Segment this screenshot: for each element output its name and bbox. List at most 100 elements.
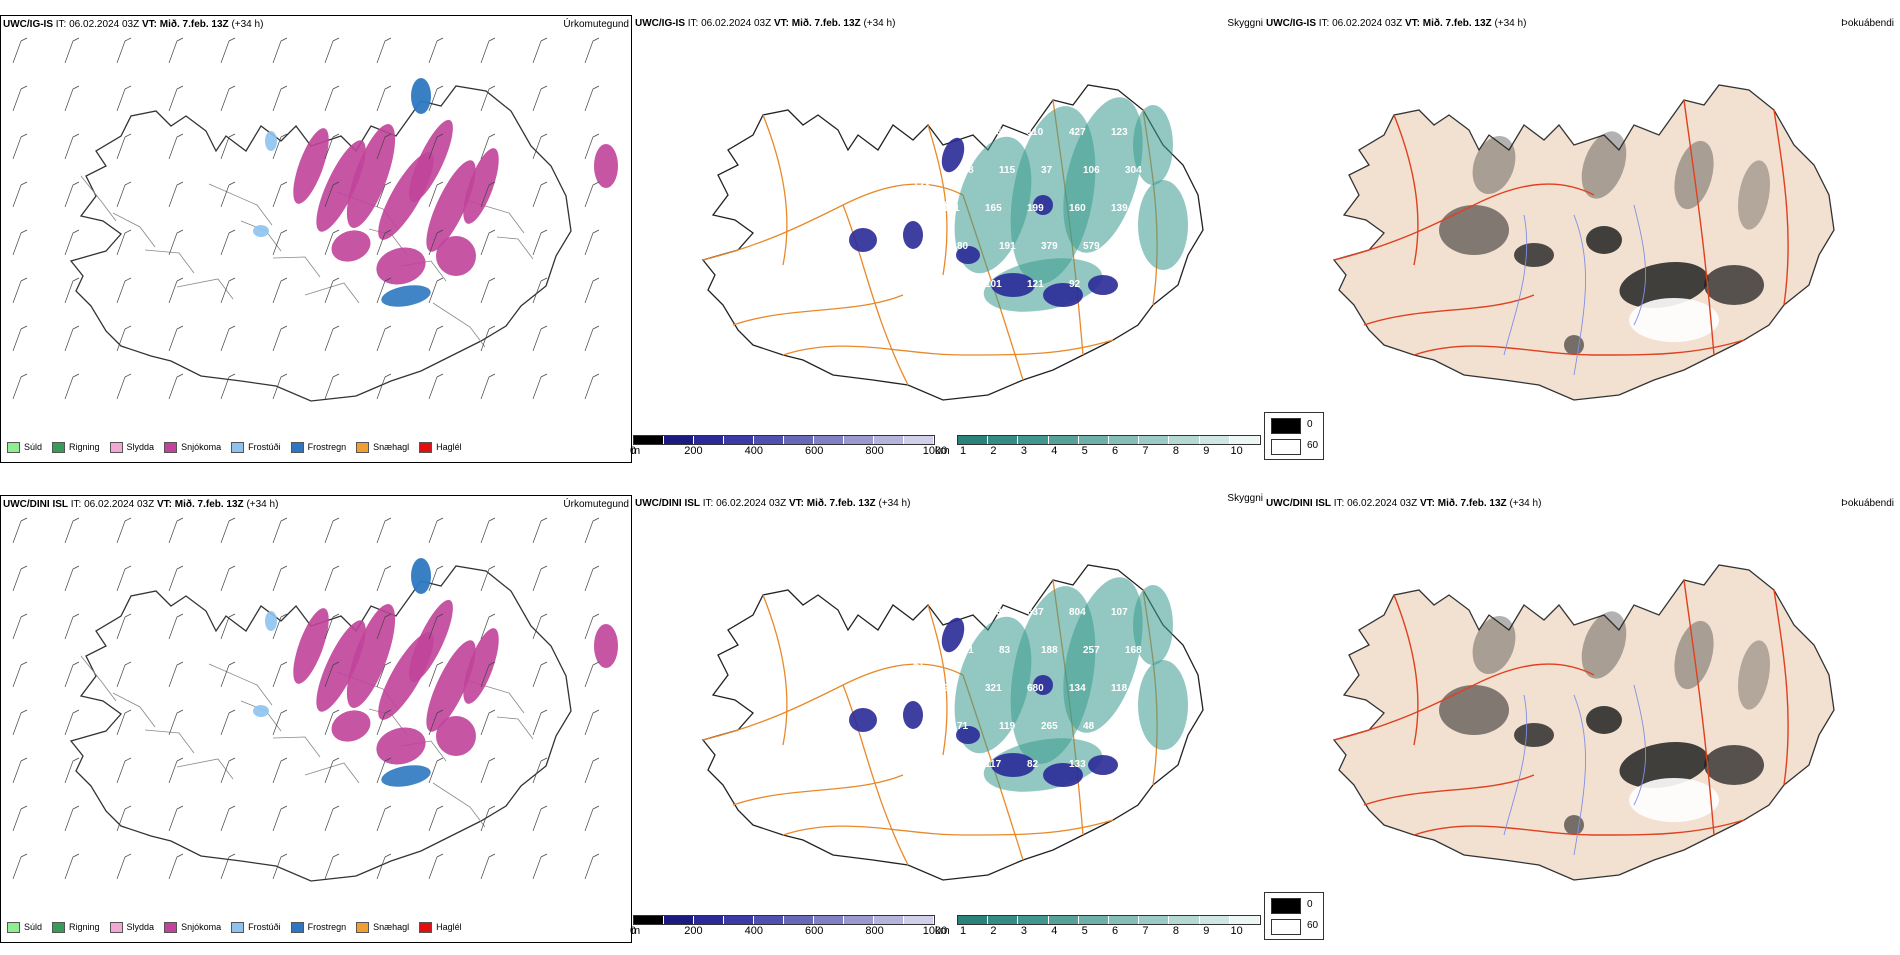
legend-swatch [419,441,433,453]
wind-barb [428,805,444,832]
road-line [144,249,195,274]
colorbar-swatch [844,436,874,444]
shaded-area [1138,180,1188,270]
wind-barb [168,229,184,256]
wind-barb [584,229,600,256]
wind-barb [532,805,548,832]
river-line [1633,204,1646,326]
legend-swatch [52,441,66,453]
colorbar-swatch [664,916,694,924]
visibility-value-label: 131 [943,203,960,214]
shaded-area [381,765,431,787]
shaded-area [991,753,1035,777]
wind-barb [116,709,132,736]
wind-barb [220,85,236,112]
wind-barb [220,325,236,352]
colorbar-tick: 200 [684,445,703,457]
colorbar-tick: 8 [1172,445,1179,457]
precip-type-panel-dini: UWC/DINI ISL IT: 06.02.2024 03Z VT: Mið.… [0,495,632,943]
wind-barb [480,325,496,352]
colorbar-tick: 600 [805,925,824,937]
colorbar-swatch [988,436,1019,444]
wind-barb [272,757,288,784]
fog-legend-black [1271,898,1301,914]
wind-barb [376,709,392,736]
colorbar-swatch [1199,436,1230,444]
wind-barb [584,613,600,640]
wind-barb [480,517,496,544]
road-line [80,655,117,702]
colorbar-tick: 1 [960,445,967,457]
wind-barb [168,565,184,592]
legend-label: Slydda [126,922,155,932]
legend-item: Frostúði [231,921,281,933]
legend-item: Snjókoma [164,921,221,933]
road-line [304,762,360,784]
wind-barb [480,709,496,736]
shaded-area [1133,105,1173,185]
colorbar-swatch [814,436,844,444]
wind-barb [168,853,184,880]
wind-barb [116,661,132,688]
legend-item: Snæhagl [356,441,409,453]
wind-barb [324,757,340,784]
wind-barb [272,277,288,304]
colorbar-tick: 10 [1230,925,1243,937]
wind-barb [480,85,496,112]
road-line [272,256,321,278]
wind-barb [168,37,184,64]
wind-barb [220,661,236,688]
wind-barb [272,565,288,592]
visibility-value-label: 637 [943,127,960,138]
wind-barb [376,37,392,64]
wind-barb [480,277,496,304]
iceland-fog-map [1332,84,1835,401]
shaded-area [1704,745,1764,785]
road-line [80,175,117,222]
visibility-value-label: 51 [913,660,925,671]
wind-barb [428,709,444,736]
colorbar-tick: 10 [1230,445,1243,457]
unit-m: m [631,925,641,937]
wind-barb [64,757,80,784]
wind-barb [376,85,392,112]
shaded-area [376,727,426,765]
wind-barb [376,325,392,352]
road-line [272,736,321,758]
wind-barb [480,37,496,64]
colorbar-tick: 1 [960,925,967,937]
road-line [432,782,486,828]
visibility-value-label: 513 [985,607,1002,618]
legend-item: Súld [7,441,43,453]
wind-barb [220,757,236,784]
colorbar-swatch [874,436,904,444]
visibility-value-label: 680 [1027,683,1044,694]
wind-barb [428,613,444,640]
colorbar-tick: 1000 [922,925,948,937]
wind-barb [428,181,444,208]
panel-header: UWC/DINI ISL IT: 06.02.2024 03Z VT: Mið.… [3,499,279,510]
wind-barb [64,517,80,544]
visibility-value-label: 123 [1111,127,1128,138]
wind-barb [64,37,80,64]
visibility-value-label: 106 [1083,165,1100,176]
wind-barb [532,661,548,688]
colorbar-swatch [634,436,664,444]
wind-barb [376,277,392,304]
wind-barb [480,565,496,592]
colorbar-swatch [724,436,754,444]
colorbar-tick: 600 [805,445,824,457]
shaded-area [409,599,453,683]
visibility-value-label: 95 [893,162,905,173]
legend-label: Súld [24,442,43,452]
legend-label: Haglél [436,442,462,452]
wind-barb [376,757,392,784]
wind-barb [272,229,288,256]
road-line [112,212,156,248]
wind-barb [64,373,80,400]
shaded-area [1088,275,1118,295]
legend-item: Slydda [109,921,155,933]
visibility-value-label: 48 [1083,721,1095,732]
wind-barb [428,325,444,352]
iceland-precip-map [12,517,618,882]
